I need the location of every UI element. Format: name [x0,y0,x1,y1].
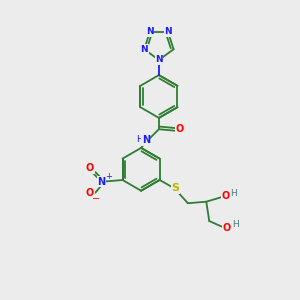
Text: N: N [140,45,148,54]
Text: O: O [223,223,231,232]
Text: O: O [86,188,94,198]
Text: −: − [92,194,100,204]
Text: N: N [97,176,105,187]
Text: S: S [172,183,180,193]
Text: O: O [86,164,94,173]
Text: N: N [146,28,154,37]
Text: H: H [232,220,238,229]
Text: O: O [221,191,230,201]
Text: O: O [176,124,184,134]
Text: N: N [142,135,150,145]
Text: +: + [105,172,112,181]
Text: H: H [136,135,143,144]
Text: N: N [164,28,172,37]
Text: H: H [230,189,237,198]
Text: N: N [155,56,163,64]
